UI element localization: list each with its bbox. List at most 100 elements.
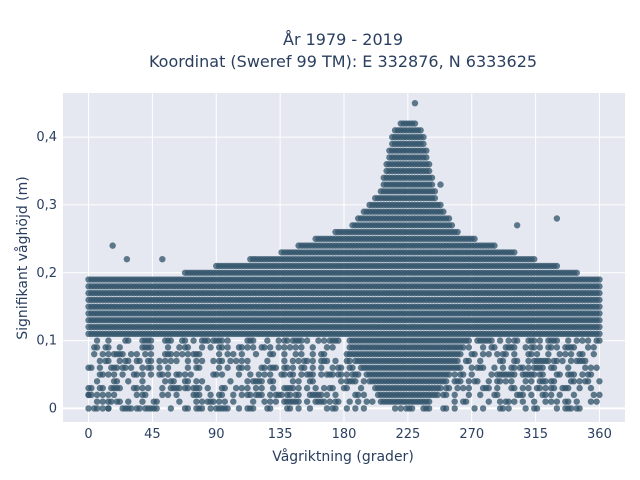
data-point	[156, 364, 163, 371]
data-point	[556, 350, 563, 358]
data-point	[488, 337, 495, 344]
data-point	[167, 357, 175, 365]
y-tick-label: 0,2	[36, 266, 57, 281]
data-point	[105, 344, 112, 351]
data-point	[457, 350, 464, 358]
data-point	[99, 384, 106, 392]
data-point	[298, 344, 305, 351]
data-point	[289, 378, 297, 385]
chart-subtitle: Koordinat (Sweref 99 TM): E 332876, N 63…	[149, 52, 537, 71]
data-point	[244, 378, 251, 385]
data-point	[224, 350, 231, 358]
data-point	[437, 384, 444, 392]
outlier-point	[85, 391, 92, 399]
data-point	[204, 337, 211, 344]
data-point	[125, 337, 132, 344]
data-point	[303, 337, 311, 344]
data-point	[247, 391, 254, 399]
data-point	[207, 344, 214, 351]
data-point	[542, 384, 549, 392]
data-point	[99, 391, 106, 399]
x-tick-labels: 0 45 90 135 180 225 270 315 360	[84, 427, 611, 442]
data-point	[587, 364, 595, 371]
data-point	[247, 371, 254, 378]
data-point	[332, 405, 339, 412]
data-point	[318, 391, 325, 399]
data-point	[249, 337, 257, 344]
data-point	[159, 384, 166, 392]
data-point	[511, 344, 518, 351]
data-point	[218, 371, 226, 378]
data-point	[230, 391, 237, 399]
x-tick-label: 45	[144, 427, 161, 442]
data-point	[587, 371, 595, 378]
data-point	[397, 405, 404, 412]
data-point	[133, 371, 140, 378]
data-point	[576, 405, 583, 412]
y-tick-label: 0,1	[36, 334, 57, 349]
data-point	[164, 371, 172, 378]
data-point	[511, 364, 518, 371]
data-point	[147, 357, 155, 365]
data-point	[261, 398, 268, 405]
data-point	[272, 364, 280, 371]
data-point	[93, 391, 101, 399]
data-point	[565, 398, 572, 405]
data-point	[122, 364, 129, 371]
data-point	[269, 384, 277, 392]
data-point	[159, 371, 166, 378]
data-point	[468, 364, 475, 371]
data-point	[269, 350, 277, 358]
data-point	[425, 161, 433, 168]
data-point	[144, 384, 152, 392]
data-point	[173, 391, 180, 399]
data-point	[491, 344, 498, 351]
data-point	[465, 378, 473, 385]
data-point	[249, 344, 257, 351]
data-point	[530, 337, 538, 344]
data-point	[332, 357, 339, 365]
data-point	[238, 384, 246, 392]
data-point	[139, 378, 146, 385]
data-point	[184, 364, 192, 371]
data-point	[227, 378, 234, 385]
data-point	[289, 371, 297, 378]
data-point	[133, 350, 140, 358]
data-point	[105, 350, 112, 358]
data-point	[579, 337, 586, 344]
data-point	[408, 405, 416, 412]
data-point	[108, 398, 115, 405]
data-point	[320, 384, 328, 392]
data-point	[235, 405, 243, 412]
x-tick-label: 270	[459, 427, 484, 442]
data-point	[298, 371, 305, 378]
data-point	[579, 350, 586, 358]
data-point	[508, 378, 515, 385]
data-point	[525, 384, 532, 392]
data-point	[357, 384, 365, 392]
data-point	[519, 364, 527, 371]
data-point	[193, 398, 200, 405]
data-point	[184, 357, 192, 365]
data-point	[295, 378, 302, 385]
data-point	[533, 350, 541, 358]
data-point	[596, 289, 603, 297]
outlier-point	[159, 255, 166, 263]
data-point	[448, 222, 456, 229]
data-point	[196, 364, 203, 371]
data-point	[511, 249, 518, 256]
data-point	[496, 337, 504, 344]
data-point	[258, 378, 265, 385]
y-tick-label: 0,4	[36, 130, 57, 145]
data-point	[451, 398, 458, 405]
data-point	[281, 357, 288, 365]
data-point	[425, 405, 433, 412]
data-point	[530, 398, 538, 405]
data-point	[565, 337, 572, 344]
data-point	[309, 350, 316, 358]
data-point	[559, 357, 566, 365]
data-point	[127, 405, 135, 412]
data-point	[423, 147, 430, 154]
data-point	[303, 398, 311, 405]
data-point	[584, 337, 592, 344]
